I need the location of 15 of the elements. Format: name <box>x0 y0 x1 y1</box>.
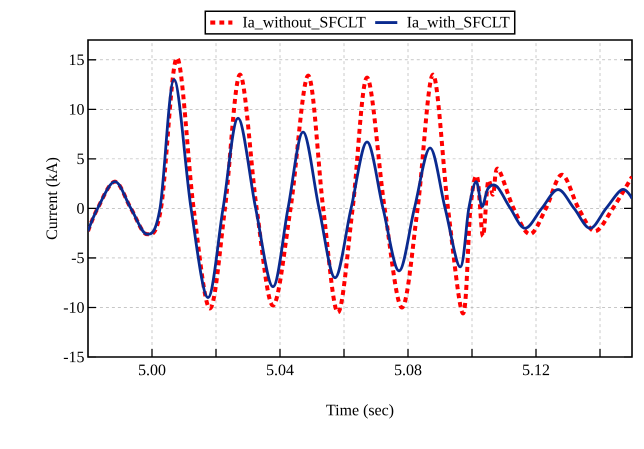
y-tick-label: 0 <box>77 203 84 214</box>
y-tick-label: 10 <box>70 104 84 115</box>
legend-label: Ia_without_SFCLT <box>242 16 366 30</box>
x-tick-label: 5.12 <box>522 364 550 376</box>
y-tick-label: 15 <box>70 54 84 66</box>
y-tick-label: 5 <box>77 154 84 164</box>
y-tick-label: -5 <box>72 252 84 264</box>
y-axis-title: Current (kA) <box>46 158 60 240</box>
y-tick-label: -15 <box>64 352 84 362</box>
x-tick-label: 5.04 <box>266 364 294 376</box>
x-axis-title: Time (sec) <box>326 404 394 419</box>
x-tick-label: 5.08 <box>394 364 422 376</box>
x-tick-label: 5.00 <box>138 364 166 376</box>
y-tick-label: -10 <box>64 302 84 313</box>
legend-label: Ia_with_SFCLT <box>407 16 510 30</box>
